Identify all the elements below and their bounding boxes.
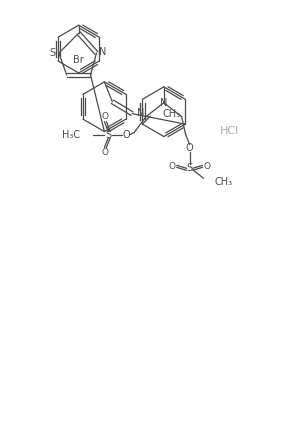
Text: O: O: [102, 112, 109, 121]
Text: O: O: [122, 129, 130, 140]
Text: N: N: [137, 107, 145, 118]
Text: S: S: [50, 48, 56, 58]
Text: S: S: [105, 129, 112, 140]
Text: O: O: [102, 148, 109, 157]
Text: S: S: [186, 163, 193, 173]
Text: O: O: [186, 144, 194, 153]
Text: H₃C: H₃C: [62, 129, 80, 140]
Text: CH₃: CH₃: [214, 177, 232, 187]
Text: O: O: [168, 162, 175, 171]
Text: N: N: [99, 47, 106, 57]
Text: CH₃: CH₃: [162, 109, 180, 119]
Text: Br: Br: [73, 55, 84, 65]
Text: HCl: HCl: [219, 126, 239, 136]
Text: N: N: [160, 98, 168, 108]
Text: O: O: [204, 162, 211, 171]
